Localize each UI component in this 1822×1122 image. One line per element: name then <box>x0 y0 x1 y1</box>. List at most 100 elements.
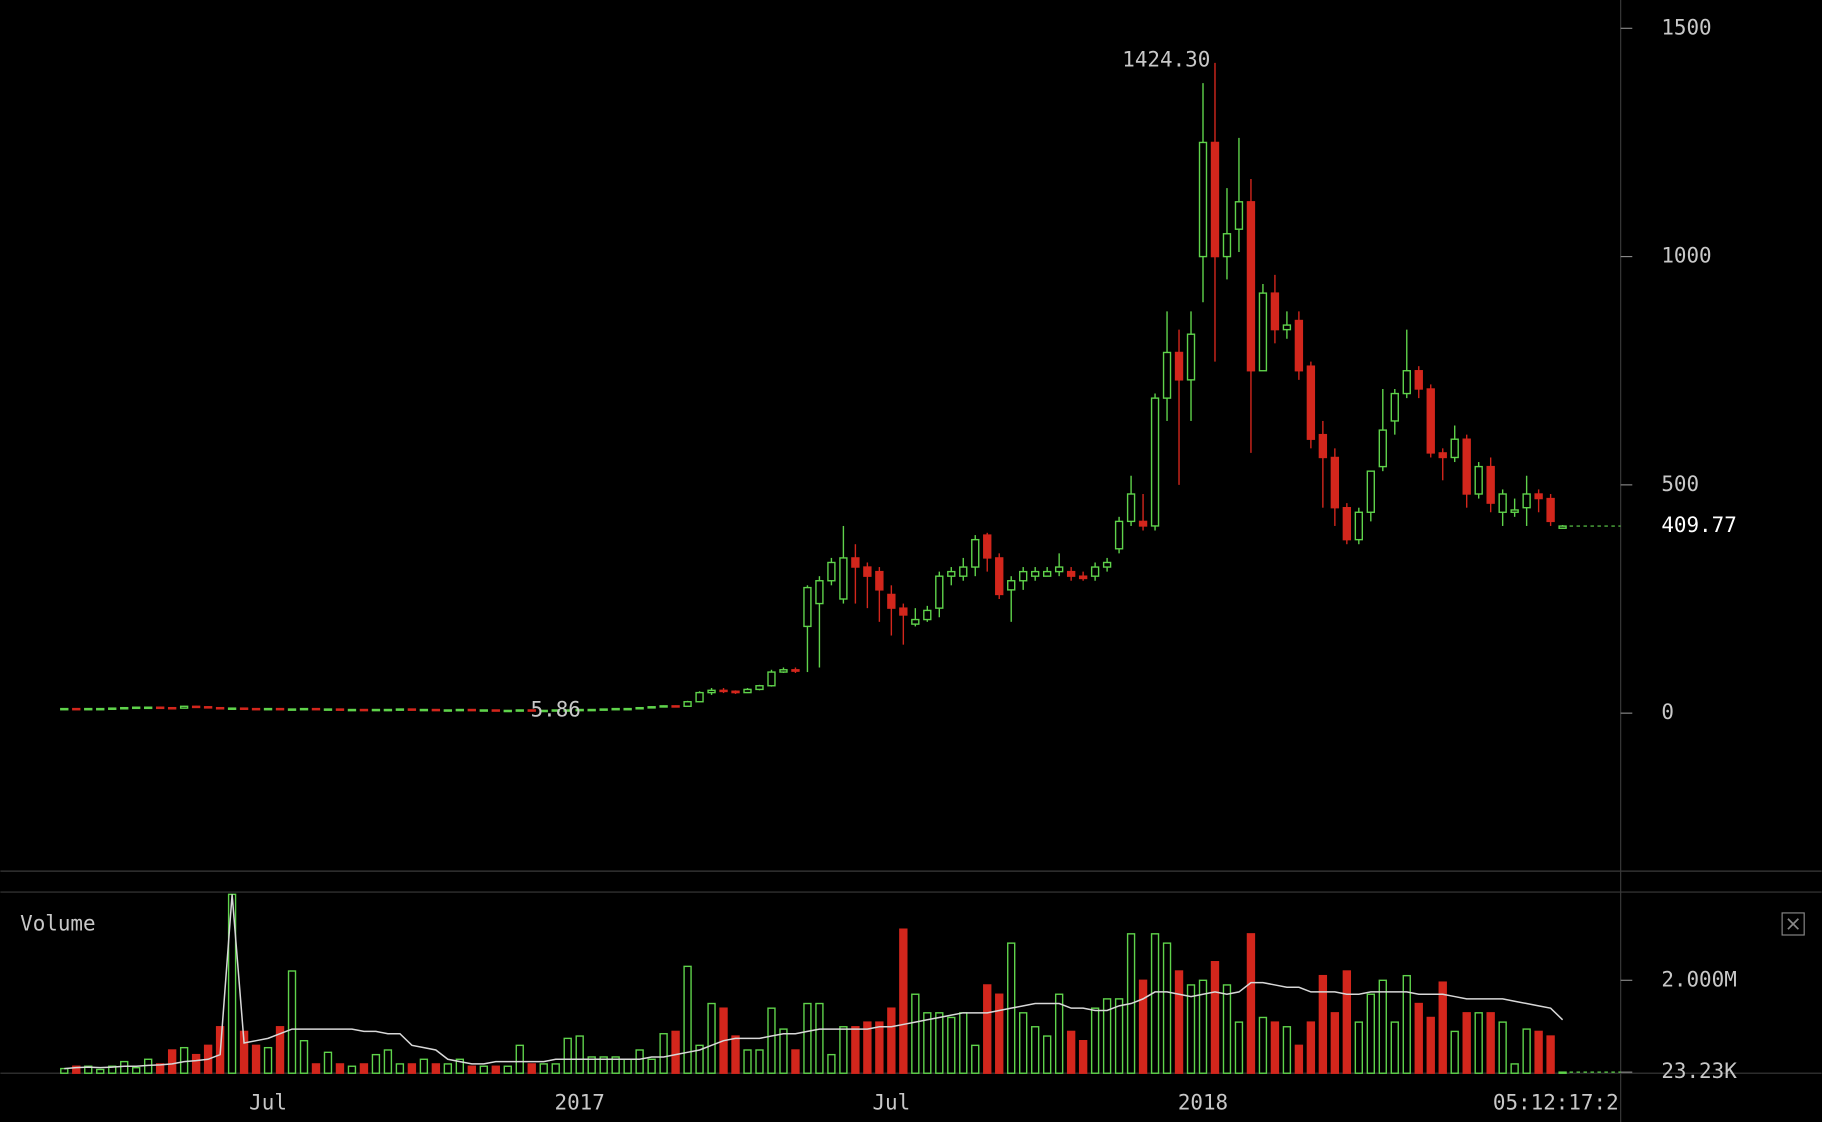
candle-body <box>1162 351 1172 399</box>
candle-body <box>1019 570 1028 582</box>
volume-bar <box>1318 974 1328 1074</box>
volume-bar <box>935 1012 944 1074</box>
candle-body <box>299 707 309 711</box>
countdown: 05:12:17:2 <box>1493 1090 1619 1114</box>
candle-body <box>683 701 692 707</box>
candle-body <box>899 607 908 616</box>
volume-bar <box>611 1056 620 1074</box>
candle-body <box>743 688 752 694</box>
candle-body <box>1414 370 1423 390</box>
candle-body <box>443 709 453 712</box>
volume-bar <box>1054 993 1064 1074</box>
candle-body <box>323 708 333 711</box>
volume-bar <box>527 1063 536 1074</box>
candle-body <box>1222 233 1232 258</box>
volume-title: Volume <box>20 912 95 936</box>
candle-body <box>72 707 81 711</box>
volume-bar <box>1162 942 1172 1074</box>
volume-bar <box>1510 1063 1519 1074</box>
close-button[interactable] <box>1781 912 1805 936</box>
candle-body <box>1354 511 1364 541</box>
volume-bar <box>479 1065 488 1074</box>
volume-bar <box>959 1012 968 1074</box>
candle-body <box>695 691 704 703</box>
candle-body <box>647 706 656 709</box>
candle-body <box>1342 506 1352 541</box>
candle-body <box>215 706 225 710</box>
volume-bar <box>1474 1012 1483 1074</box>
volume-bar <box>695 1044 704 1074</box>
candle-body <box>599 708 608 711</box>
candle-body <box>1186 333 1196 381</box>
volume-bar <box>84 1065 93 1074</box>
candle-body <box>1210 141 1220 258</box>
candle-body <box>1042 570 1052 577</box>
x-tick-label: Jul <box>249 1090 287 1114</box>
candle-body <box>1294 319 1304 372</box>
volume-bar <box>1150 933 1160 1074</box>
volume-bar <box>1438 981 1447 1074</box>
volume-bar <box>1270 1021 1280 1074</box>
volume-bar <box>1306 1021 1316 1074</box>
candle-body <box>143 706 153 710</box>
candle-body <box>1486 465 1495 504</box>
candle-body <box>1462 438 1471 495</box>
candle-body <box>1426 388 1435 454</box>
candle-body <box>1390 392 1399 422</box>
x-tick-label: 2017 <box>555 1090 605 1114</box>
volume-bar <box>419 1058 429 1074</box>
volume-bar <box>1138 979 1148 1074</box>
candle-body <box>395 708 405 711</box>
candle-body <box>659 705 668 708</box>
volume-bar <box>395 1063 405 1074</box>
candle-body <box>515 709 524 712</box>
candle-body <box>1546 497 1555 523</box>
candle-body <box>719 689 728 693</box>
volume-bar <box>875 1021 884 1074</box>
candle-body <box>359 708 369 712</box>
volume-bar <box>1390 1021 1399 1074</box>
volume-bar <box>851 1026 860 1074</box>
volume-bar <box>539 1063 548 1074</box>
candle-body <box>311 707 321 711</box>
volume-bar <box>1354 1021 1364 1074</box>
volume-ma-line <box>64 894 1564 1070</box>
candle-body <box>227 707 237 710</box>
volume-bar <box>155 1063 165 1074</box>
volume-bar <box>515 1044 524 1074</box>
volume-bar <box>1090 1007 1100 1074</box>
candle-body <box>995 557 1004 596</box>
volume-bar <box>551 1063 560 1074</box>
candle-body <box>132 706 141 710</box>
candle-body <box>1282 324 1292 331</box>
volume-bar <box>287 970 297 1074</box>
candle-body <box>803 586 812 628</box>
volume-bar <box>383 1049 393 1074</box>
candle-body <box>839 557 848 600</box>
candle-body <box>203 706 213 709</box>
candle-body <box>1138 520 1148 527</box>
volume-bar <box>923 1012 932 1074</box>
volume-bar <box>1078 1039 1088 1074</box>
candle-body <box>671 705 680 708</box>
candle-body <box>120 706 129 710</box>
volume-bar <box>1282 1026 1292 1074</box>
volume-bar <box>1234 1021 1244 1074</box>
candle-body <box>1078 575 1088 580</box>
candle-body <box>623 707 632 711</box>
volume-bar <box>179 1046 189 1074</box>
candle-body <box>431 708 441 712</box>
candle-body <box>1126 493 1136 523</box>
volume-bar <box>443 1063 453 1074</box>
candle-body <box>791 669 800 672</box>
volume-bar <box>1462 1012 1471 1074</box>
volume-bar <box>1522 1028 1531 1074</box>
volume-bar <box>335 1063 345 1074</box>
candle-body <box>587 708 596 712</box>
volume-bar <box>1174 970 1184 1074</box>
candle-body <box>239 707 249 710</box>
candle-body <box>1522 493 1531 509</box>
candle-body <box>767 671 776 687</box>
candle-body <box>611 707 620 711</box>
